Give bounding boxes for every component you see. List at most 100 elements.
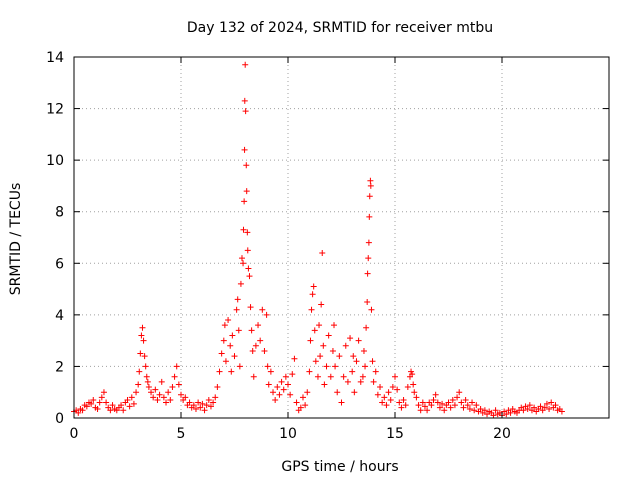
- data-point: [359, 373, 366, 380]
- x-tick-label: 5: [177, 426, 186, 442]
- data-point: [398, 404, 405, 411]
- data-point: [372, 368, 379, 375]
- data-point: [331, 322, 338, 329]
- data-point: [411, 389, 418, 396]
- data-point: [83, 403, 90, 410]
- data-point: [244, 229, 251, 236]
- data-point: [347, 335, 354, 342]
- data-point: [409, 371, 416, 378]
- plot-frame: [73, 56, 610, 419]
- axis-ticks: [73, 56, 609, 419]
- data-point: [368, 306, 375, 313]
- data-point: [364, 298, 371, 305]
- data-point: [477, 405, 484, 412]
- data-point: [381, 394, 388, 401]
- data-point: [212, 394, 219, 401]
- data-point: [362, 363, 369, 370]
- data-point: [278, 378, 285, 385]
- data-point: [466, 405, 473, 412]
- data-point: [165, 389, 172, 396]
- data-point: [408, 368, 415, 375]
- data-point: [558, 408, 565, 415]
- data-point: [329, 347, 336, 354]
- data-point: [192, 405, 199, 412]
- chart-title: Day 132 of 2024, SRMTID for receiver mtb…: [187, 20, 493, 36]
- data-point: [492, 407, 499, 414]
- data-point: [321, 381, 328, 388]
- data-point: [503, 411, 510, 418]
- data-point: [75, 409, 82, 416]
- data-point: [541, 404, 548, 411]
- data-point: [263, 311, 270, 318]
- data-point: [289, 371, 296, 378]
- data-point: [543, 400, 550, 407]
- data-point: [473, 402, 480, 409]
- y-axis-label: SRMTID / TECUs: [8, 183, 24, 296]
- data-point: [280, 386, 287, 393]
- data-point: [240, 226, 247, 233]
- data-point: [100, 389, 107, 396]
- data-point: [355, 337, 362, 344]
- data-point: [203, 402, 210, 409]
- data-point: [490, 412, 497, 419]
- data-point: [148, 389, 155, 396]
- data-point: [357, 378, 364, 385]
- data-point: [317, 353, 324, 360]
- data-point: [207, 403, 214, 410]
- y-tick-label: 8: [55, 205, 64, 221]
- data-point: [90, 396, 97, 403]
- data-point: [413, 394, 420, 401]
- data-point: [250, 373, 257, 380]
- data-point: [88, 400, 95, 407]
- data-point: [218, 350, 225, 357]
- data-point: [351, 389, 358, 396]
- data-point: [150, 394, 157, 401]
- data-point: [255, 322, 262, 329]
- data-point: [364, 270, 371, 277]
- data-point: [152, 386, 159, 393]
- data-point: [419, 399, 426, 406]
- data-point: [182, 394, 189, 401]
- data-point: [456, 389, 463, 396]
- data-point: [370, 378, 377, 385]
- data-point: [308, 306, 315, 313]
- data-point: [319, 249, 326, 256]
- data-point: [267, 368, 274, 375]
- data-point: [210, 399, 217, 406]
- data-point: [323, 363, 330, 370]
- data-point: [245, 265, 252, 272]
- data-point: [126, 403, 133, 410]
- data-point: [241, 198, 248, 205]
- data-point: [415, 402, 422, 409]
- data-point: [374, 391, 381, 398]
- data-point: [302, 402, 309, 409]
- data-point: [366, 193, 373, 200]
- data-point: [447, 404, 454, 411]
- data-point: [124, 396, 131, 403]
- data-point: [272, 396, 279, 403]
- data-point: [220, 337, 227, 344]
- data-point: [186, 399, 193, 406]
- data-points: [71, 61, 565, 419]
- data-point: [145, 384, 152, 391]
- data-point: [400, 396, 407, 403]
- data-point: [118, 402, 125, 409]
- data-point: [336, 353, 343, 360]
- data-point: [135, 381, 142, 388]
- data-point: [154, 396, 161, 403]
- data-point: [248, 327, 255, 334]
- data-point: [537, 403, 544, 410]
- data-point: [299, 394, 306, 401]
- data-point: [244, 247, 251, 254]
- data-point: [158, 378, 165, 385]
- data-point: [350, 353, 357, 360]
- data-point: [353, 358, 360, 365]
- data-point: [142, 363, 149, 370]
- data-point: [228, 368, 235, 375]
- data-point: [197, 404, 204, 411]
- x-tick-label: 10: [279, 426, 297, 442]
- data-point: [548, 399, 555, 406]
- data-point: [520, 407, 527, 414]
- data-point: [377, 384, 384, 391]
